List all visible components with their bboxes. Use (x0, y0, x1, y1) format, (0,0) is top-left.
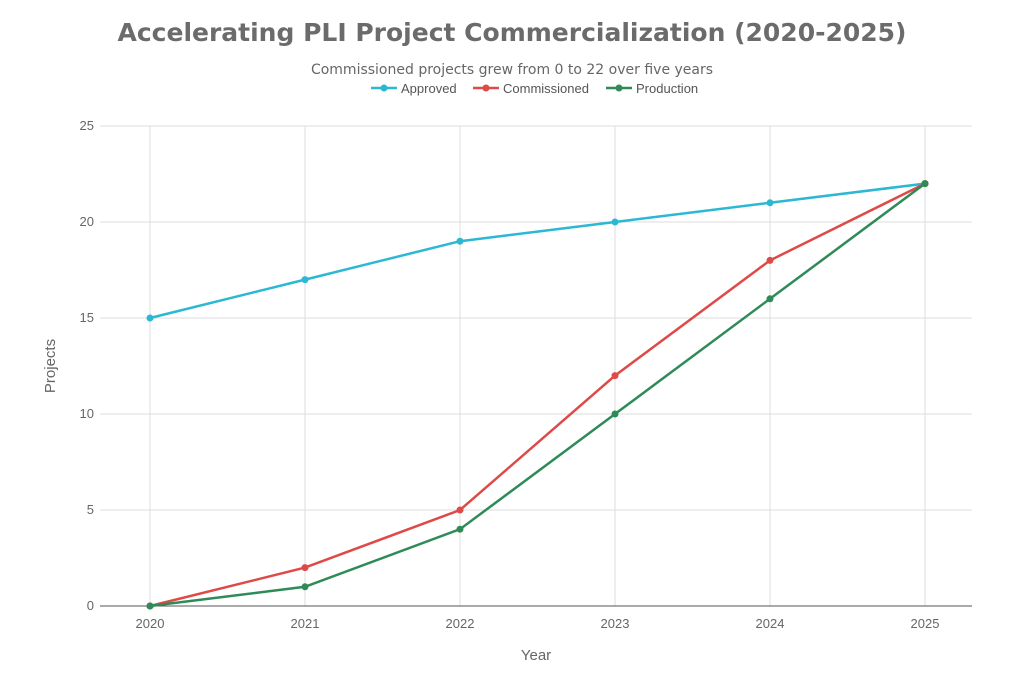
data-point-approved (301, 276, 309, 284)
y-tick-label: 0 (87, 598, 94, 613)
data-point-approved (611, 218, 619, 226)
y-tick-label: 5 (87, 502, 94, 517)
x-tick-label: 2020 (136, 616, 165, 631)
x-tick-label: 2021 (291, 616, 320, 631)
x-axis-label: Year (521, 647, 551, 664)
data-point-production (611, 410, 619, 418)
data-point-commissioned (456, 506, 464, 514)
legend-marker-commissioned (482, 84, 490, 92)
x-tick-label: 2022 (446, 616, 475, 631)
x-tick-label: 2023 (601, 616, 630, 631)
legend-label-production: Production (636, 81, 698, 96)
x-tick-label: 2025 (911, 616, 940, 631)
y-tick-label: 25 (80, 118, 94, 133)
data-point-production (766, 295, 774, 303)
data-point-commissioned (301, 564, 309, 572)
y-tick-label: 20 (80, 214, 94, 229)
series-line-production (149, 182, 926, 608)
legend-label-approved: Approved (401, 81, 457, 96)
data-point-approved (766, 199, 774, 207)
legend-marker-production (615, 84, 623, 92)
data-point-approved (456, 237, 464, 245)
y-tick-label: 10 (80, 406, 94, 421)
data-point-approved (146, 314, 154, 322)
data-point-commissioned (766, 256, 774, 264)
data-point-commissioned (611, 372, 619, 380)
x-tick-label: 2024 (756, 616, 785, 631)
data-point-production (456, 525, 464, 533)
legend-label-commissioned: Commissioned (503, 81, 589, 96)
legend-marker-approved (380, 84, 388, 92)
chart-title: Accelerating PLI Project Commercializati… (117, 18, 907, 47)
data-point-production (921, 180, 929, 188)
series-line-approved (149, 182, 926, 320)
chart-subtitle: Commissioned projects grew from 0 to 22 … (310, 62, 714, 78)
data-point-production (301, 583, 309, 591)
series-line-commissioned (149, 182, 926, 608)
y-tick-label: 15 (80, 310, 94, 325)
y-axis-label: Projects (42, 339, 59, 393)
data-point-production (146, 602, 154, 610)
